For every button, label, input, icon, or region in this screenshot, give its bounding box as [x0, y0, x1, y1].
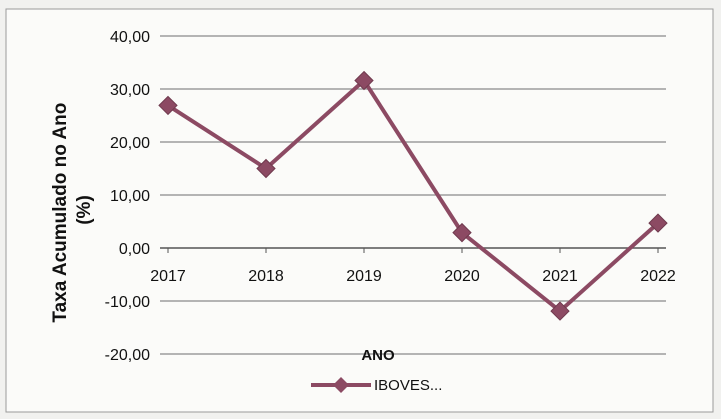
- data-point: [452, 222, 472, 243]
- x-tick-label: 2022: [640, 268, 676, 285]
- legend: IBOVES...: [311, 377, 442, 394]
- series-group: [158, 70, 668, 321]
- data-point: [354, 70, 374, 91]
- x-tick-label: 2020: [444, 268, 480, 285]
- legend-marker: [333, 377, 349, 393]
- data-point: [256, 158, 276, 179]
- x-tick-label: 2018: [248, 268, 284, 285]
- grid-lines: [160, 35, 666, 355]
- x-axis-label: ANO: [361, 347, 395, 364]
- y-tick-label: 20,00: [110, 135, 150, 152]
- series-line: [166, 78, 660, 314]
- y-tick-label: 30,00: [110, 82, 150, 99]
- y-tick-label: -10,00: [105, 294, 150, 311]
- x-tick-label: 2017: [150, 268, 186, 285]
- legend-label: IBOVES...: [374, 377, 442, 394]
- y-tick-label: 0,00: [119, 241, 150, 258]
- y-tick-label: 40,00: [110, 29, 150, 46]
- y-tick-label: 10,00: [110, 188, 150, 205]
- data-point: [550, 301, 570, 321]
- y-axis-label: Taxa Acumulado no Ano (%): [50, 97, 95, 322]
- x-tick-label: 2019: [346, 268, 382, 285]
- y-tick-label: -20,00: [105, 347, 150, 364]
- data-point: [158, 95, 178, 116]
- x-axis-ticks: 2017 2018 2019 2020 2021 2022: [150, 248, 676, 285]
- y-axis-ticks: 40,00 30,00 20,00 10,00 0,00 -10,00 -20,00: [105, 29, 150, 364]
- data-point: [648, 213, 668, 233]
- x-tick-label: 2021: [542, 268, 578, 285]
